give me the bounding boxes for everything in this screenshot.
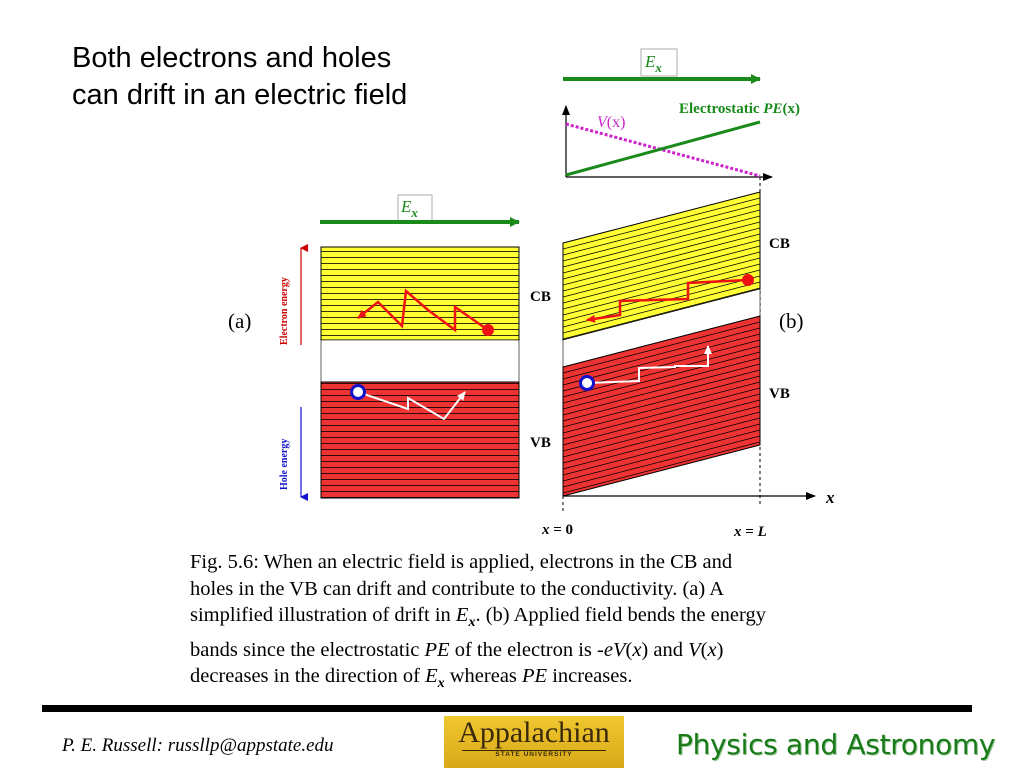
v-label: V(x) [597,114,625,131]
caption-line-4: bands since the electrostatic PE of the … [190,638,724,661]
hole-path-b [586,345,712,384]
panel-a-label: (a) [228,309,251,333]
field-label-box-b [640,48,678,77]
logo-wordmark: Appalachian [458,716,610,749]
caption-line-2: holes in the VB can drift and contribute… [190,577,725,600]
electrostatic-pe-curve [565,120,761,177]
slide-title-line-2: can drift in an electric field [72,79,408,111]
caption-line-1: Fig. 5.6: When an electric field is appl… [190,551,733,573]
slide-title-line-1: Both electrons and holes [72,42,392,74]
caption-line-3: simplified illustration of drift in Ex. … [190,604,766,631]
hole-path-a [357,391,466,421]
vb-label-b: VB [769,386,790,402]
field-label-a: Ex [400,197,418,220]
cb-label-b: CB [769,236,790,252]
hole-a [350,384,366,400]
cb-label-a: CB [530,289,551,305]
hole-b [579,375,595,391]
slide-title: Both electrons and holes can drift in an… [72,40,512,114]
x-equals-0-label: x = 0 [541,522,573,538]
logo-subtitle: STATE UNIVERSITY [495,751,573,758]
department-name: Physics and Astronomy [676,728,996,761]
electron-b [742,274,754,286]
field-label-b: Ex [644,52,662,75]
pe-label: Electrostatic PE(x) [679,101,800,117]
vb-label-a: VB [530,435,551,451]
caption-line-5: decreases in the direction of Ex whereas… [190,665,633,692]
valence-band-b [562,315,761,497]
x-equals-L-label: x = L [733,524,767,540]
footer-divider [42,705,972,712]
figure-caption: Fig. 5.6: When an electric field is appl… [190,549,910,698]
x-axis-label: x [825,488,835,507]
hole-energy-label: Hole energy [279,439,290,490]
electron-a [482,324,494,336]
drift-figure: Ex V(x) Electrostatic PE(x) Ex Electron … [228,48,835,540]
electron-path-b [586,278,749,323]
panel-b-label: (b) [779,309,804,333]
electron-path-a [357,288,489,333]
author-credit: P. E. Russell: russllp@appstate.edu [62,735,334,756]
band-gap-a [320,339,520,383]
electron-energy-label: Electron energy [279,277,290,345]
university-logo: Appalachian STATE UNIVERSITY [444,716,624,768]
